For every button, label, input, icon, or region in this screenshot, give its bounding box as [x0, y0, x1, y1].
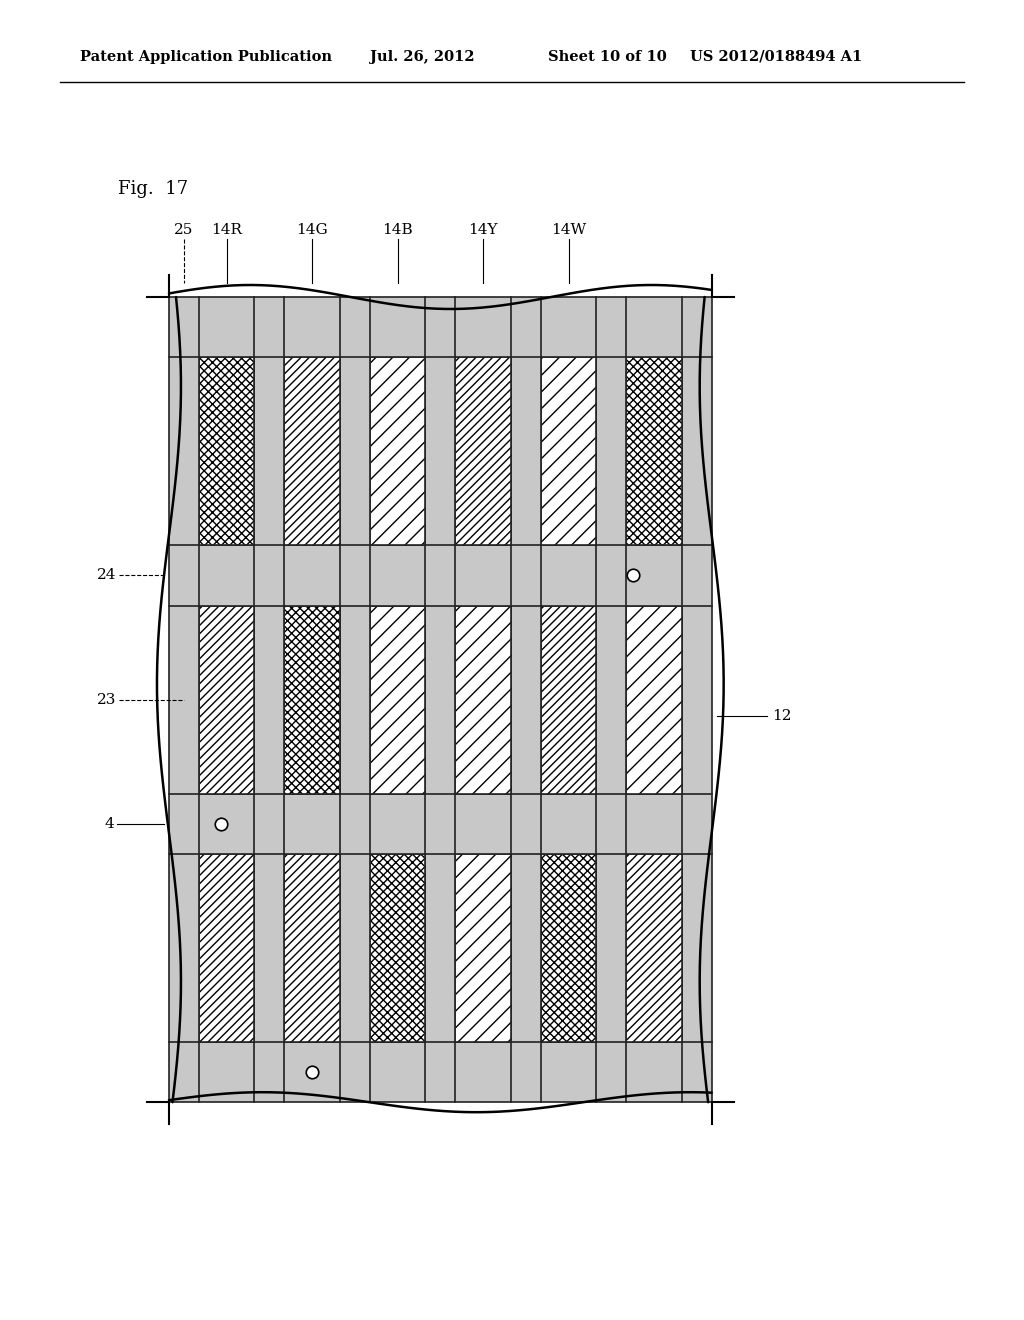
- Bar: [627, 854, 682, 1041]
- Text: 14G: 14G: [296, 223, 328, 238]
- Bar: [370, 606, 425, 793]
- Bar: [370, 358, 425, 545]
- Text: Patent Application Publication: Patent Application Publication: [80, 50, 332, 63]
- Bar: [541, 358, 596, 545]
- Text: 12: 12: [772, 709, 792, 723]
- Text: Sheet 10 of 10: Sheet 10 of 10: [548, 50, 667, 63]
- Bar: [169, 793, 712, 854]
- Bar: [199, 606, 254, 793]
- Bar: [285, 606, 340, 793]
- Bar: [370, 854, 425, 1041]
- Bar: [169, 297, 199, 1102]
- Bar: [169, 545, 712, 606]
- Bar: [456, 358, 511, 545]
- Text: 23: 23: [97, 693, 117, 706]
- Bar: [254, 297, 285, 1102]
- Bar: [456, 854, 511, 1041]
- Bar: [541, 854, 596, 1041]
- Text: US 2012/0188494 A1: US 2012/0188494 A1: [690, 50, 862, 63]
- Bar: [285, 854, 340, 1041]
- Bar: [425, 297, 456, 1102]
- Text: 25: 25: [174, 223, 194, 238]
- Text: Fig.  17: Fig. 17: [118, 180, 188, 198]
- Bar: [199, 358, 254, 545]
- Text: 24: 24: [97, 569, 117, 582]
- Text: 14W: 14W: [551, 223, 586, 238]
- Bar: [596, 297, 627, 1102]
- Text: 14Y: 14Y: [468, 223, 498, 238]
- Bar: [199, 854, 254, 1041]
- Text: 14R: 14R: [211, 223, 242, 238]
- Text: 4: 4: [105, 817, 115, 830]
- Text: 14B: 14B: [382, 223, 413, 238]
- Bar: [456, 606, 511, 793]
- Bar: [169, 1041, 712, 1102]
- Bar: [541, 606, 596, 793]
- Bar: [627, 358, 682, 545]
- Bar: [169, 297, 712, 358]
- Bar: [285, 358, 340, 545]
- Bar: [340, 297, 370, 1102]
- Bar: [511, 297, 541, 1102]
- Bar: [627, 606, 682, 793]
- Bar: [682, 297, 712, 1102]
- Text: Jul. 26, 2012: Jul. 26, 2012: [370, 50, 475, 63]
